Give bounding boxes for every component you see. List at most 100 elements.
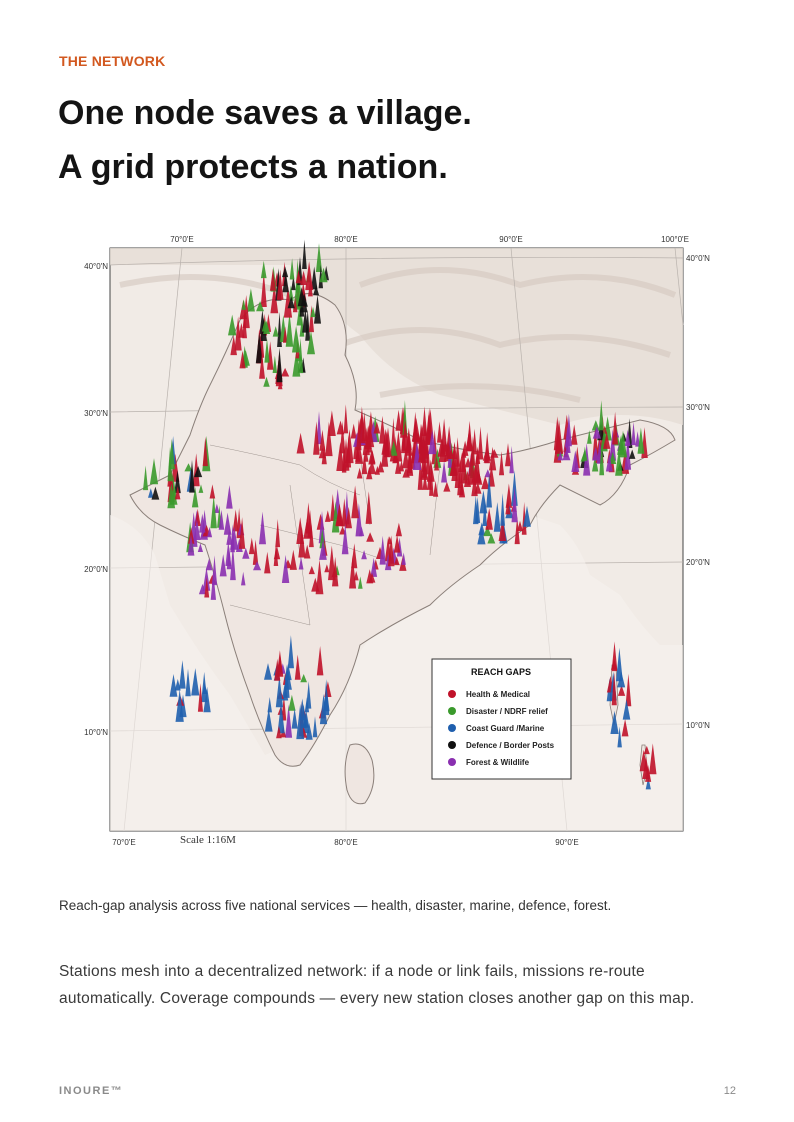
reach-gap-spike [194, 508, 201, 526]
reach-gap-spike [517, 520, 523, 531]
section-eyebrow: THE NETWORK [59, 53, 166, 69]
reach-gap-spike [300, 674, 307, 683]
reach-gap-spike [281, 554, 290, 583]
reach-gap-spike [292, 325, 301, 353]
reach-gap-spike [295, 270, 302, 284]
reach-gap-spike [287, 635, 294, 669]
reach-gap-spike [324, 510, 331, 522]
left-latitude-label: 10°0'N [84, 728, 108, 737]
reach-gap-spike [490, 449, 499, 458]
reach-gap-spike [643, 745, 650, 755]
reach-gap-spike [187, 534, 195, 556]
reach-gap-spike [402, 447, 410, 469]
reach-gap-spike [289, 258, 295, 280]
reach-gap-spike [336, 442, 345, 471]
reach-gap-spike [209, 484, 216, 499]
reach-gap-spike [393, 534, 401, 553]
reach-gap-spike [402, 467, 410, 478]
reach-gap-spike [341, 439, 347, 473]
reach-gap-spike [401, 552, 406, 565]
reach-gap-spike [629, 449, 636, 459]
reach-gap-spike [324, 564, 330, 573]
reach-gap-spike [149, 458, 159, 485]
reach-gap-spike [422, 472, 428, 490]
reach-gap-spike [297, 338, 304, 374]
reach-gap-spike [615, 449, 623, 476]
reach-gap-spike [273, 543, 279, 566]
reach-gap-spike [191, 487, 199, 508]
reach-gap-spike [188, 527, 195, 544]
reach-gap-spike [379, 535, 386, 565]
reach-gap-spike [482, 500, 487, 526]
reach-gap-spike [379, 415, 386, 444]
terrain-himalaya [110, 248, 683, 425]
reach-gap-spike [398, 460, 404, 472]
top-longitude-label: 80°0'E [334, 235, 357, 244]
reach-gap-spike [358, 412, 366, 444]
reach-gap-spike [477, 526, 486, 545]
reach-gap-spike [315, 243, 323, 272]
reach-gap-spike [230, 544, 236, 581]
reach-gap-spike [276, 269, 284, 300]
reach-gap-spike [261, 319, 269, 332]
reach-gap-spike [305, 502, 312, 534]
reach-gap-spike [275, 675, 283, 708]
reach-gap-spike [361, 452, 368, 475]
reach-gap-map: 70°0'E 80°0'E 90°0'E 100°0'E 70°0'E 80°0… [60, 225, 740, 855]
reach-gap-spike [505, 498, 511, 515]
reach-gap-spike [179, 660, 186, 689]
reach-gap-spike [355, 503, 363, 537]
reach-gap-spike [592, 454, 599, 472]
reach-gap-spike [361, 550, 367, 560]
reach-gap-spike [426, 472, 432, 490]
reach-gap-spike [345, 506, 352, 529]
reach-gap-spike [185, 668, 191, 697]
reach-gap-spike [242, 547, 250, 559]
reach-gap-spike [484, 469, 492, 478]
reach-gap-spike [287, 296, 295, 309]
reach-gap-spike [259, 353, 265, 379]
reach-gap-spike [366, 466, 373, 480]
reach-gap-spike [256, 301, 264, 312]
reach-gap-spike [368, 572, 376, 583]
reach-gap-spike [470, 436, 476, 466]
reach-gap-spike [351, 485, 359, 519]
reach-gap-spike [441, 460, 448, 483]
reach-gap-spike [277, 655, 284, 677]
reach-gap-spike [197, 683, 203, 712]
reach-gap-spike [374, 465, 380, 475]
reach-gap-spike [252, 539, 259, 565]
map-caption: Reach-gap analysis across five national … [59, 898, 612, 913]
reach-gap-spike [288, 694, 296, 711]
reach-gap-spike [226, 485, 233, 509]
reach-gap-spike [592, 426, 601, 439]
reach-gap-spike [412, 417, 421, 442]
reach-gap-spike [253, 561, 262, 571]
reach-gap-spike [365, 491, 372, 524]
reach-gap-spike [603, 416, 612, 441]
reach-gap-spike [477, 426, 484, 460]
reach-gap-spike [387, 535, 395, 567]
reach-gap-spike [289, 549, 297, 570]
reach-gap-spike [370, 557, 378, 577]
reach-gap-spike [296, 517, 305, 544]
reach-gap-spike [395, 522, 402, 537]
reach-gap-spike [313, 421, 320, 455]
reach-gap-spike [148, 488, 154, 498]
reach-gap-spike [260, 271, 267, 307]
reach-gap-spike [191, 668, 200, 696]
reach-gap-spike [291, 708, 298, 729]
footer-brand: INOURE™ [59, 1085, 124, 1097]
reach-gap-spike [483, 454, 489, 463]
reach-gap-spike [321, 443, 327, 465]
reach-gap-spike [631, 421, 636, 446]
reach-gap-spike [318, 511, 326, 544]
reach-gap-spike [384, 427, 392, 457]
reach-gap-spike [214, 503, 220, 513]
reach-gap-spike [308, 305, 314, 333]
reach-gap-spike [241, 571, 246, 586]
reach-gap-spike [292, 297, 298, 313]
reach-gap-spike [297, 287, 306, 307]
legend-label: Health & Medical [466, 690, 530, 699]
reach-gap-spike [402, 400, 408, 435]
